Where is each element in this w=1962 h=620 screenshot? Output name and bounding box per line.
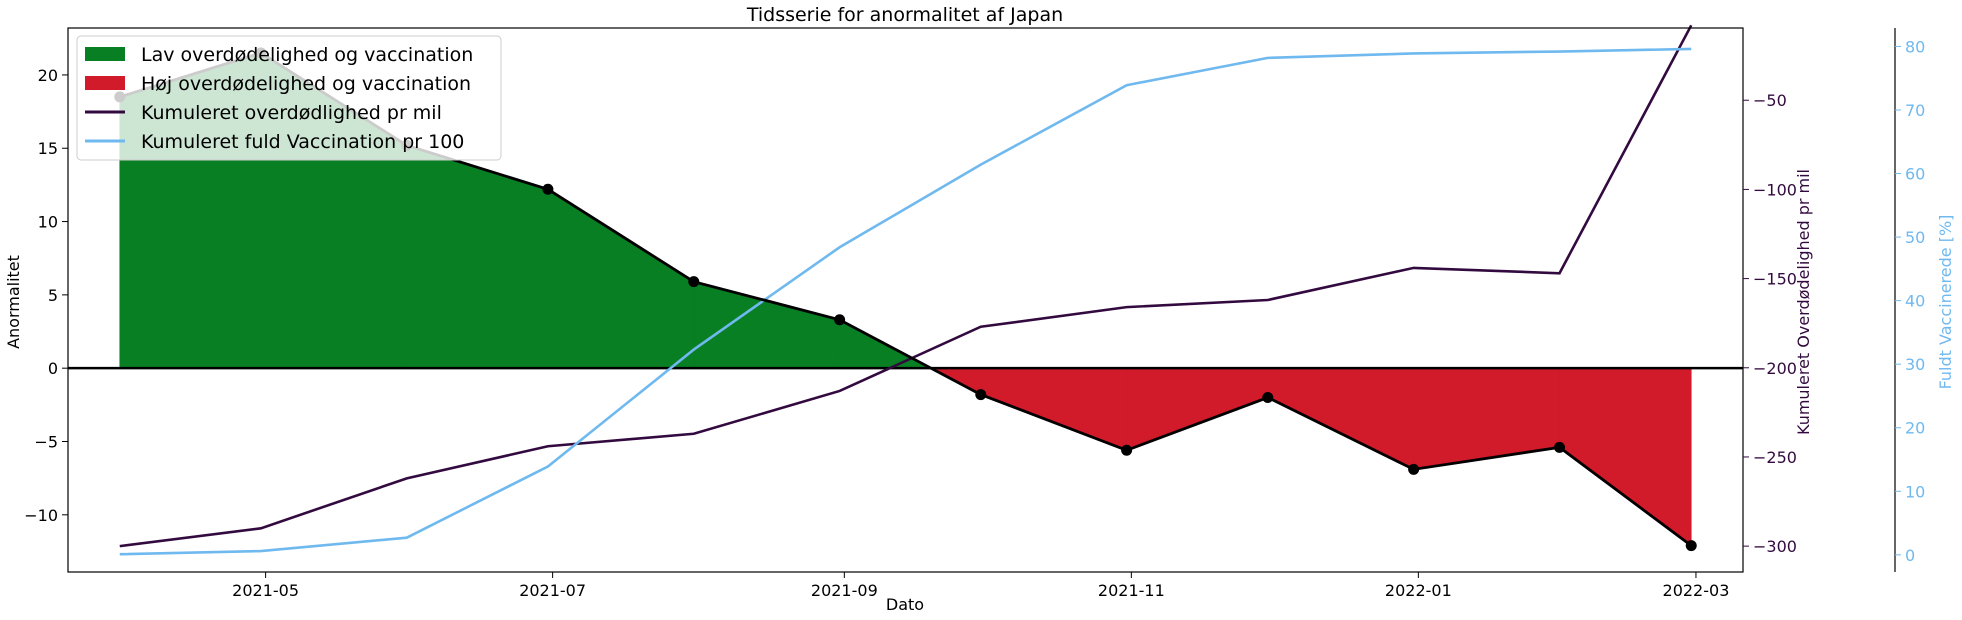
right2-y-tick-label: 20 xyxy=(1905,419,1925,438)
mortality-line xyxy=(119,24,1693,548)
right-y-tick-label: −150 xyxy=(1753,270,1797,289)
x-tick-label: 2021-11 xyxy=(1098,581,1165,600)
plot-frame xyxy=(67,27,1744,573)
anomaly-point xyxy=(834,314,846,326)
x-axis-label: Dato xyxy=(886,595,924,614)
y-tick-label: 5 xyxy=(48,286,58,305)
x-tick-label: 2021-09 xyxy=(811,581,878,600)
right-y-tick-label: −50 xyxy=(1753,91,1787,110)
y-tick-label: −5 xyxy=(34,432,58,451)
legend-swatch-high xyxy=(85,76,125,90)
chart-title: Tidsserie for anormalitet af Japan xyxy=(746,4,1063,26)
x-tick-label: 2021-05 xyxy=(232,581,299,600)
right2-y-axis-label: Fuldt Vaccinerede [%] xyxy=(1936,215,1955,390)
anomaly-point xyxy=(1554,441,1566,453)
right-y-tick-label: −250 xyxy=(1753,448,1797,467)
right-y-tick-label: −200 xyxy=(1753,359,1797,378)
right2-y-tick-label: 30 xyxy=(1905,355,1925,374)
right-y-tick-label: −100 xyxy=(1753,180,1797,199)
right2-y-tick-label: 70 xyxy=(1905,101,1925,120)
axes-layer: 2021-05 2021-07 2021-09 2021-11 2022-01 2022-… xyxy=(24,27,1925,600)
x-tick-label: 2021-07 xyxy=(519,581,586,600)
y-tick-label: 0 xyxy=(48,359,58,378)
anomaly-point xyxy=(542,183,554,195)
legend-label-vaccination: Kumuleret fuld Vaccination pr 100 xyxy=(141,131,464,153)
anomaly-point xyxy=(1685,540,1697,552)
y-tick-label: 15 xyxy=(38,139,58,158)
anomaly-point xyxy=(975,389,987,401)
right2-y-tick-label: 40 xyxy=(1905,292,1925,311)
anomaly-point xyxy=(1121,444,1133,456)
y-tick-label: 20 xyxy=(38,66,58,85)
right2-y-tick-label: 50 xyxy=(1905,228,1925,247)
anomaly-point xyxy=(688,276,700,288)
anomaly-point xyxy=(1408,463,1420,475)
vaccination-line xyxy=(119,47,1692,556)
anomaly-point xyxy=(1262,392,1274,404)
right-y-axis-label: Kumuleret Overdødelighed pr mil xyxy=(1794,169,1813,435)
x-tick-label: 2022-03 xyxy=(1663,581,1730,600)
right-y-tick-label: −300 xyxy=(1753,537,1797,556)
y-axis-label: Anormalitet xyxy=(4,255,23,349)
y-tick-label: −10 xyxy=(24,506,58,525)
right2-y-tick-label: 80 xyxy=(1905,37,1925,56)
right2-y-tick-label: 0 xyxy=(1905,546,1915,565)
legend-label-low: Lav overdødelighed og vaccination xyxy=(141,44,473,66)
right2-y-tick-label: 10 xyxy=(1905,482,1925,501)
legend: Lav overdødelighed og vaccination Høj ov… xyxy=(76,35,502,161)
legend-swatch-low xyxy=(85,47,125,61)
y-tick-label: 10 xyxy=(38,213,58,232)
legend-box xyxy=(76,35,502,161)
x-tick-label: 2022-01 xyxy=(1385,581,1452,600)
right2-y-tick-label: 60 xyxy=(1905,165,1925,184)
legend-label-high: Høj overdødelighed og vaccination xyxy=(141,73,471,95)
legend-label-mortality: Kumuleret overdødlighed pr mil xyxy=(141,102,442,124)
